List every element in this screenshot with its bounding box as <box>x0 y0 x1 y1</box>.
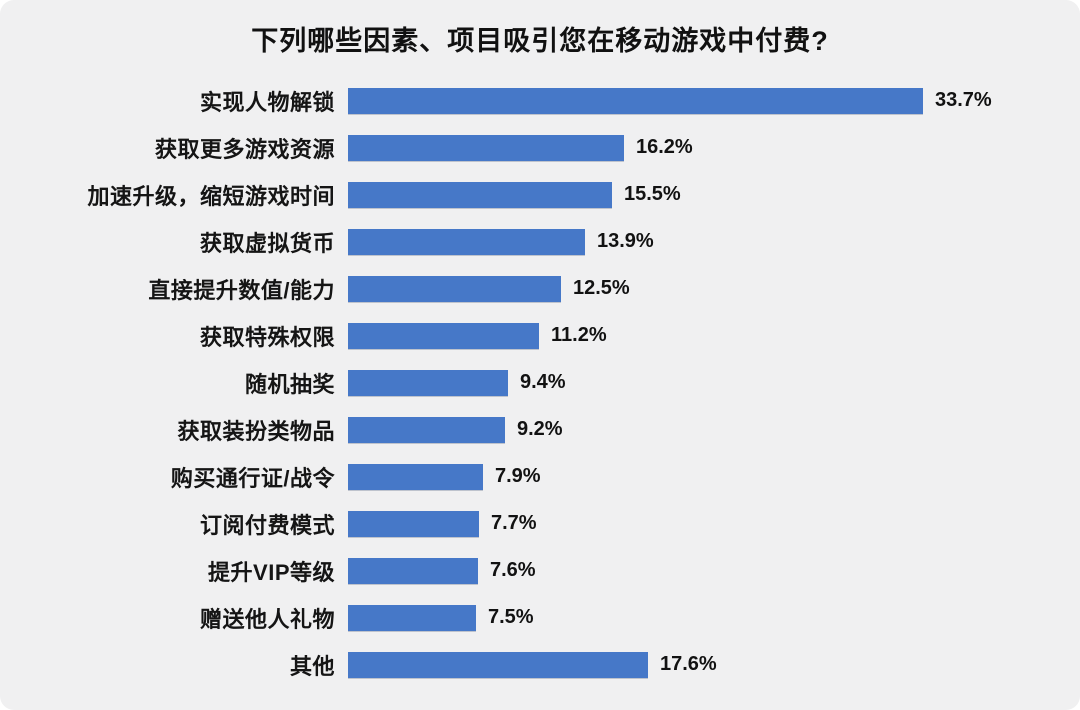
category-label: 获取更多游戏资源 <box>154 136 335 162</box>
value-label: 7.5% <box>488 606 534 628</box>
category-label: 提升VIP等级 <box>208 559 335 585</box>
chart-row: 实现人物解锁 33.7% <box>0 77 1080 124</box>
category-label: 订阅付费模式 <box>199 512 335 538</box>
bar <box>348 181 612 208</box>
chart-rows: 实现人物解锁 33.7% 获取更多游戏资源 16.2% 加速升级，缩短游戏时间 15.5%… <box>0 77 1080 688</box>
value-label: 12.5% <box>573 277 630 299</box>
chart-row: 随机抽奖 9.4% <box>0 359 1080 406</box>
chart-row: 获取更多游戏资源 16.2% <box>0 124 1080 171</box>
bar <box>348 87 923 114</box>
chart-row: 获取特殊权限 11.2% <box>0 312 1080 359</box>
bar <box>348 134 624 161</box>
category-label: 加速升级，缩短游戏时间 <box>87 183 335 209</box>
value-label: 9.2% <box>517 418 563 440</box>
bar-track: 7.9% <box>348 453 1080 500</box>
bar <box>348 463 483 490</box>
bar <box>348 369 508 396</box>
chart-row: 获取虚拟货币 13.9% <box>0 218 1080 265</box>
bar <box>348 228 585 255</box>
bar-track: 33.7% <box>348 77 1080 124</box>
bar <box>348 416 505 443</box>
value-label: 13.9% <box>597 230 654 252</box>
chart-row: 直接提升数值/能力 12.5% <box>0 265 1080 312</box>
bar-track: 7.7% <box>348 500 1080 547</box>
value-label: 7.7% <box>491 512 537 534</box>
chart-row: 提升VIP等级 7.6% <box>0 547 1080 594</box>
bar-track: 7.6% <box>348 547 1080 594</box>
value-label: 15.5% <box>624 183 681 205</box>
category-label: 获取虚拟货币 <box>199 230 335 256</box>
value-label: 11.2% <box>551 324 607 346</box>
value-label: 7.9% <box>495 465 541 487</box>
bar-track: 16.2% <box>348 124 1080 171</box>
bar-track: 17.6% <box>348 641 1080 688</box>
bar-track: 9.4% <box>348 359 1080 406</box>
bar <box>348 510 479 537</box>
bar <box>348 322 539 349</box>
value-label: 16.2% <box>636 136 693 158</box>
category-label: 随机抽奖 <box>244 371 335 397</box>
category-label: 购买通行证/战令 <box>170 465 335 491</box>
chart-row: 其他 17.6% <box>0 641 1080 688</box>
bar-track: 7.5% <box>348 594 1080 641</box>
value-label: 9.4% <box>520 371 566 393</box>
bar <box>348 604 476 631</box>
value-label: 7.6% <box>490 559 536 581</box>
category-label: 获取特殊权限 <box>199 324 335 350</box>
bar-track: 13.9% <box>348 218 1080 265</box>
bar-track: 9.2% <box>348 406 1080 453</box>
value-label: 17.6% <box>660 653 717 675</box>
chart-row: 购买通行证/战令 7.9% <box>0 453 1080 500</box>
chart-row: 获取装扮类物品 9.2% <box>0 406 1080 453</box>
bar-track: 12.5% <box>348 265 1080 312</box>
category-label: 其他 <box>289 653 335 679</box>
bar <box>348 275 561 302</box>
category-label: 赠送他人礼物 <box>199 606 335 632</box>
chart-title: 下列哪些因素、项目吸引您在移动游戏中付费? <box>251 26 829 56</box>
category-label: 获取装扮类物品 <box>177 418 335 444</box>
bar <box>348 651 648 678</box>
chart-row: 赠送他人礼物 7.5% <box>0 594 1080 641</box>
bar-track: 15.5% <box>348 171 1080 218</box>
bar <box>348 557 478 584</box>
value-label: 33.7% <box>935 89 992 111</box>
category-label: 直接提升数值/能力 <box>148 277 335 303</box>
bar-track: 11.2% <box>348 312 1080 359</box>
chart-row: 加速升级，缩短游戏时间 15.5% <box>0 171 1080 218</box>
chart-row: 订阅付费模式 7.7% <box>0 500 1080 547</box>
category-label: 实现人物解锁 <box>199 89 335 115</box>
